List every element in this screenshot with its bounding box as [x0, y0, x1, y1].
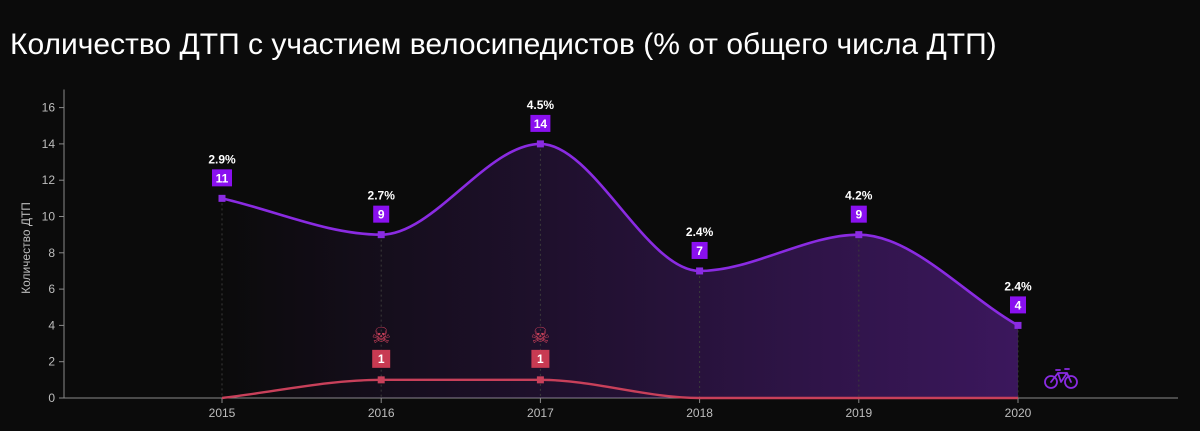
primary-series-line — [221, 142, 1019, 327]
primary-point-2017[interactable] — [536, 140, 544, 148]
primary-badge-2018 — [691, 241, 708, 259]
x-tick-label: 2018 — [686, 406, 713, 420]
primary-badge-2016 — [373, 205, 390, 223]
secondary-point-2016[interactable] — [377, 376, 385, 384]
series-lines — [221, 142, 1019, 400]
x-tick-label: 2016 — [368, 406, 395, 420]
y-tick-label: 12 — [42, 173, 56, 187]
bicycle-front-wheel — [1064, 375, 1078, 389]
secondary-badge-2017 — [531, 349, 550, 368]
percent-label: 4.2% — [845, 189, 873, 203]
primary-series-area — [222, 143, 1018, 398]
percent-label: 2.9% — [208, 152, 236, 166]
primary-point-2018[interactable] — [696, 267, 704, 275]
primary-point-2016[interactable] — [377, 231, 385, 239]
percent-label: 2.7% — [368, 189, 396, 203]
primary-badge-value: 11 — [216, 171, 229, 185]
y-tick-label: 0 — [48, 391, 55, 405]
y-tick-label: 8 — [48, 246, 55, 260]
y-axis-label: Количество ДТП — [19, 202, 33, 294]
secondary-badge-value: 1 — [537, 352, 544, 366]
primary-badge-2019 — [850, 205, 867, 223]
bicycle-icon — [1044, 368, 1078, 389]
percent-label: 4.5% — [527, 98, 555, 112]
x-tick-label: 2017 — [527, 406, 554, 420]
x-tick-label: 2019 — [845, 406, 872, 420]
primary-point-2015[interactable] — [218, 194, 226, 202]
y-tick-label: 2 — [48, 355, 55, 369]
primary-badge-2015 — [212, 169, 232, 187]
secondary-point-2017[interactable] — [536, 376, 544, 384]
primary-badge-value: 7 — [696, 244, 703, 258]
secondary-series-line — [221, 378, 1018, 400]
skull-crossbones-icon: ☠ — [371, 324, 391, 349]
page-title: Количество ДТП с участием велосипедистов… — [10, 28, 997, 61]
primary-badge-value: 14 — [534, 117, 548, 131]
bicycle-frame — [1050, 368, 1072, 383]
secondary-badge-value: 1 — [378, 352, 385, 366]
percent-label: 2.4% — [1004, 279, 1032, 293]
percent-label: 2.4% — [686, 225, 714, 239]
decorations: ☠ ☠ — [371, 324, 1078, 389]
secondary-badge-2016 — [372, 349, 391, 368]
y-tick-label: 16 — [42, 101, 56, 115]
y-tick-label: 10 — [42, 210, 56, 224]
primary-badge-value: 4 — [1015, 298, 1022, 312]
bicycle-rear-wheel — [1044, 375, 1058, 389]
series-area — [222, 143, 1018, 398]
y-tick-label: 6 — [48, 282, 55, 296]
primary-badge-value: 9 — [378, 208, 385, 222]
y-tick-label: 4 — [48, 318, 55, 332]
primary-badge-2017 — [530, 114, 551, 132]
x-tick-label: 2020 — [1005, 406, 1032, 420]
primary-badge-value: 9 — [855, 208, 862, 222]
primary-point-2019[interactable] — [855, 231, 863, 239]
skull-crossbones-icon: ☠ — [531, 324, 551, 349]
x-tick-label: 2015 — [209, 406, 236, 420]
y-tick-label: 14 — [42, 137, 56, 151]
primary-point-2020[interactable] — [1014, 321, 1022, 329]
y-axis-title: Количество ДТП — [19, 202, 33, 294]
primary-badge-2020 — [1010, 296, 1026, 314]
data-labels: 112.9%92.7%144.5%72.4%94.2%42.4%1 1 — [208, 98, 1032, 368]
series-points — [218, 140, 1022, 384]
